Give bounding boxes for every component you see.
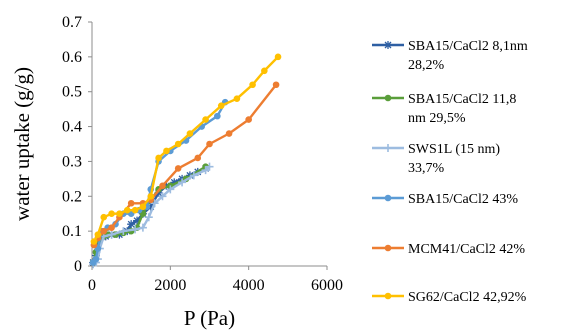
data-point [116,210,123,218]
y-tick-label: 0.5 [62,84,82,101]
legend-entry: SBA15/CaCl2 11,8 nm 29,5% [372,92,516,126]
data-point [225,130,233,137]
legend-label: SWS1L (15 nm) [408,142,500,157]
data-point [94,231,102,238]
x-tick-label: 4000 [233,277,265,294]
data-point [131,225,140,234]
legend-label: 28,2% [408,58,445,73]
legend-label: MCM41/CaCl2 42% [408,242,525,257]
data-point [166,185,175,194]
data-point [170,178,179,187]
data-point [158,192,167,201]
data-point [154,188,163,197]
x-axis-label: P (Pa) [184,306,235,330]
data-point [119,227,128,236]
data-point [163,147,170,155]
data-point [107,230,116,239]
data-point [100,227,108,235]
legend-entry: SBA15/CaCl2 8,1nm 28,2% [372,39,528,73]
data-point [108,224,115,231]
data-point [217,102,225,109]
series-line [92,83,278,246]
y-axis-label: water uptake (g/g) [10,67,34,221]
y-tick-label: 0.3 [62,153,82,170]
series-4 [89,98,229,266]
legend-entry: MCM41/CaCl2 42% [372,242,525,257]
legend-marker [384,144,392,152]
y-tick-label: 0.1 [62,223,82,240]
x-tick-label: 6000 [311,277,343,294]
data-point [201,166,210,175]
data-point [159,182,166,190]
data-point [133,216,142,225]
legend-entry: SBA15/CaCl2 43% [372,192,518,207]
y-tick-label: 0.7 [62,14,82,31]
data-point [174,165,182,172]
legend-label: 33,7% [408,161,445,176]
legend: SBA15/CaCl2 8,1nm 28,2% SBA15/CaCl2 11,8 nm… [372,39,528,305]
y-tick-label: 0.4 [62,119,82,136]
legend-label: nm 29,5% [408,111,466,126]
data-point [206,140,213,148]
legend-label: SBA15/CaCl2 43% [408,192,518,207]
data-point [174,140,182,148]
data-point [131,206,139,214]
legend-label: SBA15/CaCl2 8,1nm [408,39,528,54]
legend-label: SBA15/CaCl2 11,8 [408,92,516,107]
data-point [90,238,98,245]
data-point [261,67,268,75]
data-point [194,154,202,162]
data-point [92,255,100,263]
axes: 0 0.1 0.2 0.3 0.4 0.5 0.6 0.7 0 2000 4000 6000 [62,14,343,294]
legend-label: SG62/CaCl2 42,92% [408,290,527,305]
x-tick-label: 0 [88,277,96,294]
data-point [274,53,282,61]
data-point [214,112,221,120]
legend-entry: SWS1L (15 nm) 33,7% [372,142,500,176]
y-tick-label: 0.6 [62,49,82,66]
data-point [186,130,194,137]
data-point [147,192,155,200]
legend-entry: SG62/CaCl2 42,92% [372,290,527,305]
x-tick-label: 2000 [154,277,186,294]
legend-marker [384,41,392,49]
data-point [144,213,153,222]
data-point [139,203,147,211]
data-point [100,213,108,221]
data-point [249,81,256,89]
data-point [272,81,280,89]
data-point [108,210,115,218]
data-point [178,178,187,187]
data-point [233,95,241,102]
y-tick-label: 0.2 [62,188,82,205]
legend-marker [384,94,392,102]
series-6 [90,53,282,245]
y-tick-label: 0 [74,258,82,275]
series-5 [90,81,280,249]
data-point [138,223,147,232]
data-point [189,171,198,180]
data-point [127,220,136,229]
data-point [155,154,162,162]
data-point [123,206,131,214]
legend-marker [384,292,392,300]
series-line [92,101,227,264]
data-point [245,116,252,123]
data-point [205,162,214,171]
legend-marker [384,244,392,252]
series-layer [89,53,282,269]
data-point [146,202,155,211]
data-point [127,199,135,207]
data-point [202,116,209,123]
legend-marker [384,194,392,202]
data-point [150,199,159,208]
